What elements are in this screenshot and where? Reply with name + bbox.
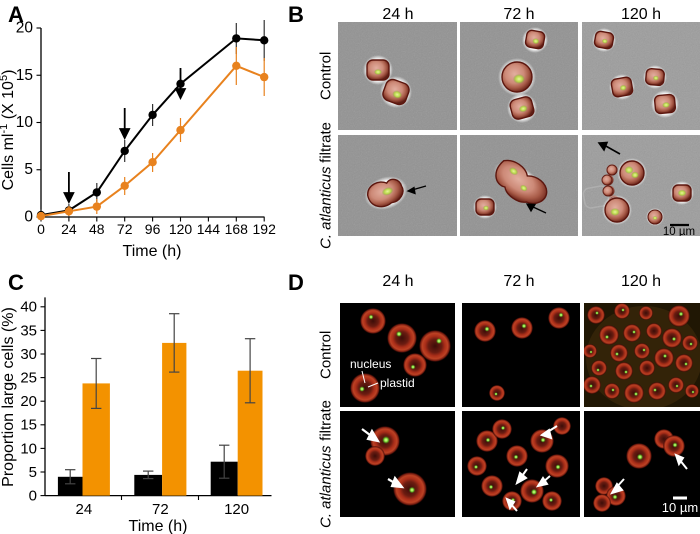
svg-text:5: 5 [24,161,33,178]
svg-text:plastid: plastid [380,376,415,390]
svg-text:Time (h): Time (h) [123,243,182,260]
svg-text:25: 25 [20,370,37,387]
svg-text:168: 168 [225,221,249,237]
svg-text:24: 24 [76,501,93,518]
svg-text:144: 144 [197,221,221,237]
svg-text:120: 120 [224,501,249,518]
svg-text:Proportion large cells (%): Proportion large cells (%) [0,307,17,487]
svg-text:Time (h): Time (h) [129,518,188,534]
svg-text:15: 15 [16,67,33,84]
svg-text:72: 72 [117,221,133,237]
svg-text:20: 20 [16,20,34,37]
svg-text:10: 10 [20,440,37,457]
svg-text:15: 15 [20,417,37,434]
svg-text:10 µm: 10 µm [662,500,698,515]
svg-text:192: 192 [253,221,277,237]
svg-text:10: 10 [16,114,34,131]
svg-text:0: 0 [29,488,37,505]
svg-text:nucleus: nucleus [350,357,391,371]
svg-text:72: 72 [152,501,169,518]
svg-text:24: 24 [61,221,77,237]
svg-text:40: 40 [20,299,37,316]
svg-text:30: 30 [20,346,37,363]
svg-text:Cells ml-1 (X 105): Cells ml-1 (X 105) [0,70,17,191]
svg-text:5: 5 [29,464,37,481]
svg-text:48: 48 [89,221,105,237]
svg-text:120: 120 [169,221,193,237]
svg-text:35: 35 [20,322,37,339]
svg-text:20: 20 [20,393,37,410]
svg-text:0: 0 [37,221,45,237]
svg-text:0: 0 [24,209,33,226]
svg-text:96: 96 [145,221,161,237]
svg-text:10 µm: 10 µm [663,226,695,236]
